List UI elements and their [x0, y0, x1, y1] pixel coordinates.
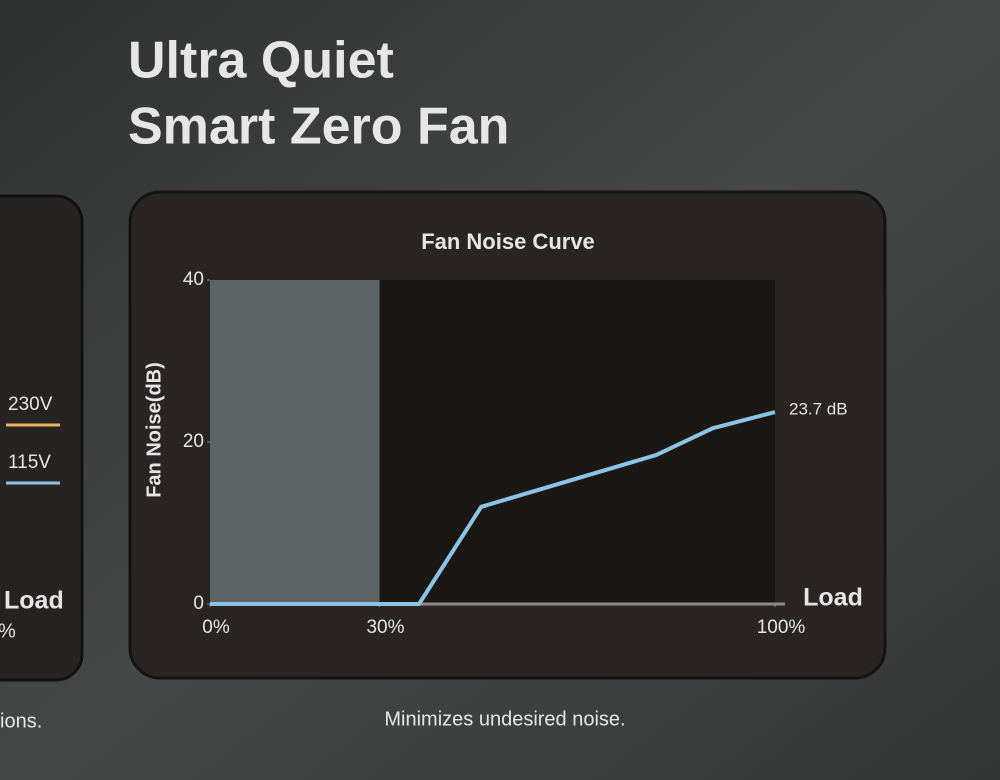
left-axis-label: Load — [4, 587, 64, 615]
y-tick-label: 0 — [193, 593, 204, 614]
x-tick-label: 30% — [366, 617, 404, 638]
noise-line — [210, 410, 776, 606]
x-axis-label: Load — [803, 584, 863, 612]
title-line: Smart Zero Fan — [128, 98, 509, 156]
caption: Minimizes undesired noise. — [384, 708, 625, 730]
left-caption: ions. — [0, 710, 42, 732]
value-label: 23.7 dB — [789, 400, 848, 419]
y-axis-label: Fan Noise(dB) — [143, 362, 165, 498]
title-line: Ultra Quiet — [128, 32, 394, 90]
chart-title: Fan Noise Curve — [421, 229, 595, 254]
x-tick-label: 0% — [202, 617, 230, 638]
y-tick-label: 40 — [183, 269, 204, 290]
zero-fan-region — [210, 280, 380, 604]
left-panel — [0, 194, 84, 682]
left-tick-label: % — [0, 620, 16, 642]
y-tick-label: 20 — [183, 431, 204, 452]
legend-label: 230V — [8, 394, 53, 415]
x-tick-label: 100% — [757, 617, 806, 638]
legend-label: 115V — [8, 452, 51, 473]
